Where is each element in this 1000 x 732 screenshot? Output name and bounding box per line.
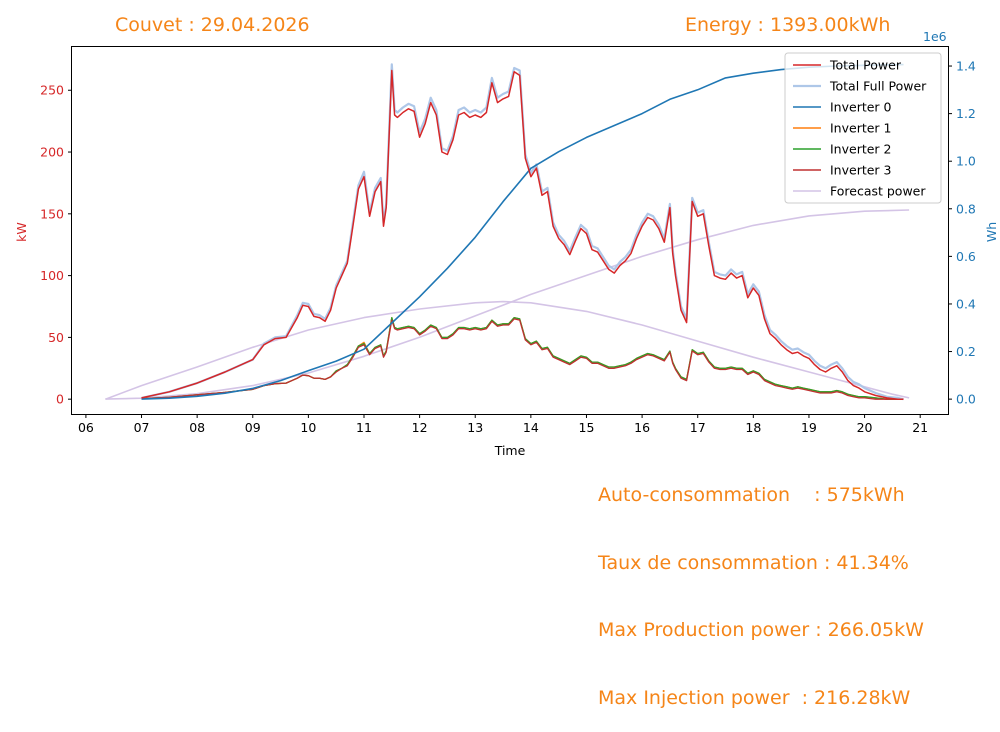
x-axis-label: Time bbox=[494, 443, 526, 458]
x-tick-label: 14 bbox=[523, 420, 539, 435]
legend-label-inverter-2: Inverter 2 bbox=[830, 142, 892, 157]
stat-auto-consumption: Auto-consommation : 575kWh bbox=[598, 484, 905, 506]
right-axis-multiplier: 1e6 bbox=[923, 29, 947, 44]
power-chart: 06 07 08 09 10 11 12 13 14 15 16 17 18 19 20 21 0 50 100 15… bbox=[14, 29, 999, 458]
x-tick-label: 08 bbox=[189, 420, 205, 435]
x-tick-label: 11 bbox=[356, 420, 372, 435]
y-left-tick-label: 0 bbox=[56, 392, 64, 407]
y-left-tick-label: 150 bbox=[40, 206, 64, 221]
x-tick-label: 10 bbox=[300, 420, 316, 435]
y-right-tick-label: 0.6 bbox=[956, 249, 976, 264]
series-inverter-2-line bbox=[141, 316, 904, 400]
ticks-layer: 06 07 08 09 10 11 12 13 14 15 16 17 18 19 20 21 0 50 100 15… bbox=[40, 59, 976, 435]
x-tick-label: 18 bbox=[745, 420, 761, 435]
x-tick-label: 15 bbox=[579, 420, 595, 435]
x-tick-label: 20 bbox=[857, 420, 873, 435]
legend-box bbox=[784, 52, 942, 204]
plot-frame bbox=[71, 46, 949, 415]
y-left-tick-label: 200 bbox=[40, 145, 64, 160]
stat-max-production: Max Production power : 266.05kW bbox=[598, 619, 924, 641]
stat-max-injection: Max Injection power : 216.28kW bbox=[598, 686, 911, 709]
energy-total-title: Energy : 1393.00kWh bbox=[685, 14, 891, 36]
series-layer bbox=[105, 63, 910, 401]
x-tick-label: 09 bbox=[245, 420, 261, 435]
legend-label-total-full-power: Total Full Power bbox=[829, 79, 927, 94]
y-axis-left-label: kW bbox=[14, 222, 29, 242]
legend-label-inverter-1: Inverter 1 bbox=[830, 121, 892, 136]
y-left-tick-label: 50 bbox=[48, 330, 64, 345]
series-forecast-energy-line bbox=[105, 209, 910, 400]
x-tick-label: 13 bbox=[467, 420, 483, 435]
x-tick-label: 07 bbox=[134, 420, 150, 435]
stats-panel: Auto-consommation : 575kWh Taux de conso… bbox=[598, 439, 924, 732]
x-tick-label: 16 bbox=[634, 420, 650, 435]
y-left-tick-label: 250 bbox=[40, 83, 64, 98]
y-right-tick-label: 1.4 bbox=[956, 59, 976, 74]
legend-label-inverter-3: Inverter 3 bbox=[830, 163, 892, 178]
series-inverter-3-line bbox=[141, 318, 904, 400]
x-tick-label: 06 bbox=[78, 420, 94, 435]
plant-date-title: Couvet : 29.04.2026 bbox=[115, 14, 310, 36]
y-left-tick-label: 100 bbox=[40, 268, 64, 283]
y-right-tick-label: 1.2 bbox=[956, 106, 976, 121]
series-forecast-power-line bbox=[105, 300, 910, 400]
y-right-tick-label: 1.0 bbox=[956, 154, 976, 169]
y-right-tick-label: 0.0 bbox=[956, 392, 976, 407]
y-right-tick-label: 0.2 bbox=[956, 344, 976, 359]
stat-consumption-rate: Taux de consommation : 41.34% bbox=[598, 551, 909, 574]
series-total-full-power-line bbox=[141, 63, 904, 401]
y-right-tick-label: 0.8 bbox=[956, 201, 976, 216]
legend: Total Power Total Full Power Inverter 0 Inv… bbox=[784, 52, 942, 204]
y-axis-right-label: Wh bbox=[984, 222, 999, 242]
legend-label-inverter-0: Inverter 0 bbox=[830, 100, 892, 115]
x-tick-label: 17 bbox=[690, 420, 706, 435]
y-right-tick-label: 0.4 bbox=[956, 296, 976, 311]
x-tick-label: 12 bbox=[412, 420, 428, 435]
legend-label-forecast-power: Forecast power bbox=[830, 184, 926, 199]
x-tick-label: 21 bbox=[912, 420, 928, 435]
series-total-power-line bbox=[141, 69, 904, 400]
x-tick-label: 19 bbox=[801, 420, 817, 435]
legend-label-total-power: Total Power bbox=[829, 58, 902, 73]
